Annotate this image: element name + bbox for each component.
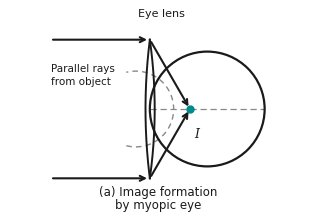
Text: Parallel rays
from object: Parallel rays from object bbox=[51, 64, 115, 87]
Text: I: I bbox=[194, 128, 199, 141]
Text: Eye lens: Eye lens bbox=[138, 9, 185, 19]
Text: (a) Image formation: (a) Image formation bbox=[99, 186, 218, 199]
Text: by myopic eye: by myopic eye bbox=[115, 199, 202, 212]
